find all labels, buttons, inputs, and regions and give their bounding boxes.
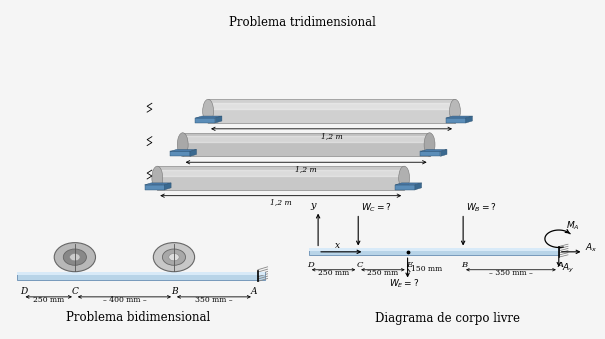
Text: 250 mm: 250 mm	[367, 268, 399, 277]
Circle shape	[153, 243, 195, 272]
Text: C: C	[357, 261, 363, 268]
Circle shape	[162, 249, 186, 265]
Polygon shape	[165, 183, 171, 190]
Circle shape	[169, 254, 179, 261]
Text: $A_y$: $A_y$	[563, 262, 575, 275]
Text: 1,2 m: 1,2 m	[321, 132, 342, 140]
Polygon shape	[440, 149, 447, 156]
Polygon shape	[446, 118, 466, 123]
Ellipse shape	[424, 133, 435, 156]
Ellipse shape	[203, 99, 214, 123]
Ellipse shape	[177, 133, 188, 156]
Polygon shape	[145, 183, 171, 185]
Polygon shape	[157, 166, 404, 190]
Text: B: B	[462, 261, 468, 268]
Polygon shape	[395, 185, 415, 190]
Polygon shape	[208, 99, 455, 123]
Polygon shape	[190, 149, 197, 156]
Text: D: D	[20, 287, 27, 296]
Text: Problema bidimensional: Problema bidimensional	[66, 311, 211, 324]
Bar	[309, 248, 559, 251]
Text: 350 mm –: 350 mm –	[195, 296, 233, 304]
Text: 250 mm: 250 mm	[33, 296, 64, 304]
Circle shape	[70, 254, 80, 261]
Polygon shape	[208, 103, 455, 109]
Polygon shape	[420, 149, 447, 152]
Text: 1,2 m: 1,2 m	[295, 165, 317, 173]
Ellipse shape	[152, 166, 163, 190]
Title: Problema tridimensional: Problema tridimensional	[229, 16, 376, 29]
Circle shape	[64, 249, 87, 265]
Bar	[17, 272, 265, 280]
Text: 1,2 m: 1,2 m	[270, 199, 292, 206]
Text: D: D	[307, 261, 314, 268]
Text: E: E	[406, 261, 412, 268]
Text: 150 mm: 150 mm	[411, 265, 442, 273]
Polygon shape	[170, 152, 190, 156]
Polygon shape	[145, 185, 165, 190]
Text: – 350 mm –: – 350 mm –	[489, 268, 533, 277]
Polygon shape	[215, 116, 222, 123]
Text: x: x	[335, 241, 340, 250]
Bar	[309, 248, 559, 255]
Text: A: A	[251, 287, 258, 296]
Bar	[17, 272, 265, 275]
Text: $W_E = ?$: $W_E = ?$	[389, 277, 419, 290]
Text: A: A	[557, 261, 563, 268]
Ellipse shape	[399, 166, 410, 190]
Text: 250 mm: 250 mm	[318, 268, 349, 277]
Polygon shape	[466, 116, 473, 123]
Polygon shape	[183, 136, 430, 142]
Polygon shape	[183, 133, 430, 156]
Text: Diagrama de corpo livre: Diagrama de corpo livre	[375, 312, 520, 325]
Text: $A_x$: $A_x$	[585, 241, 598, 254]
Polygon shape	[420, 152, 440, 156]
Text: – 400 mm –: – 400 mm –	[102, 296, 146, 304]
Polygon shape	[157, 170, 404, 176]
Polygon shape	[446, 116, 473, 118]
Polygon shape	[170, 149, 197, 152]
Polygon shape	[395, 183, 422, 185]
Polygon shape	[415, 183, 422, 190]
Polygon shape	[195, 116, 222, 118]
Text: B: B	[171, 287, 178, 296]
Text: $M_A$: $M_A$	[566, 219, 580, 232]
Text: C: C	[72, 287, 79, 296]
Text: $W_B =?$: $W_B =?$	[466, 202, 497, 214]
Text: $W_C = ?$: $W_C = ?$	[361, 202, 392, 214]
Circle shape	[54, 243, 96, 272]
Text: y: y	[310, 201, 316, 210]
Ellipse shape	[450, 99, 460, 123]
Polygon shape	[195, 118, 215, 123]
